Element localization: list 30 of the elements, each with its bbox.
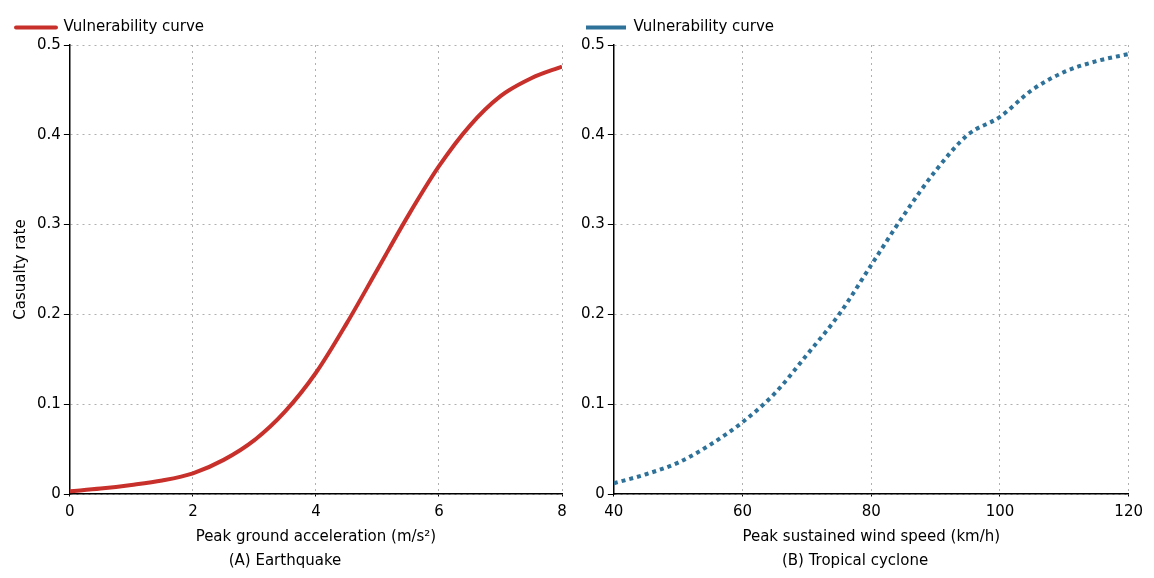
x-tick-label: 0	[65, 501, 75, 520]
line-series	[613, 51, 1129, 486]
y-tick-label: 0.3	[581, 214, 605, 233]
y-tick-label: 0.2	[581, 304, 605, 323]
x-tick-label: 40	[604, 501, 624, 520]
x-tick-label: 120	[1114, 501, 1144, 520]
y-tick-label: 0.4	[581, 124, 605, 143]
y-tick-label: 0.2	[37, 304, 61, 323]
x-tick-label: 6	[434, 501, 444, 520]
y-tick-label: 0.1	[581, 394, 605, 413]
x-axis-title: Peak ground acceleration (m/s²)	[195, 526, 437, 545]
y-tick-label: 0	[595, 483, 605, 502]
y-tick-label: 0.4	[37, 124, 61, 143]
x-tick-label: 100	[985, 501, 1015, 520]
legend-label: Vulnerability curve	[633, 17, 775, 36]
y-tick-label: 0.1	[37, 394, 61, 413]
x-tick-label: 2	[188, 501, 198, 520]
legend-label: Vulnerability curve	[63, 17, 205, 36]
y-tick-label: 0	[51, 483, 61, 502]
x-tick-label: 8	[557, 501, 567, 520]
x-tick-label: 80	[861, 501, 881, 520]
y-tick-label: 0.5	[581, 34, 605, 53]
text: (A) Earthquake	[228, 550, 342, 569]
y-tick-label: 0.5	[37, 34, 61, 53]
x-tick-label: 4	[311, 501, 321, 520]
y-axis-title: Casualty rate	[10, 219, 29, 320]
x-axis-title: Peak sustained wind speed (km/h)	[742, 526, 1001, 545]
x-tick-label: 60	[733, 501, 753, 520]
text: (B) Tropical cyclone	[781, 550, 929, 569]
y-tick-label: 0.3	[37, 214, 61, 233]
